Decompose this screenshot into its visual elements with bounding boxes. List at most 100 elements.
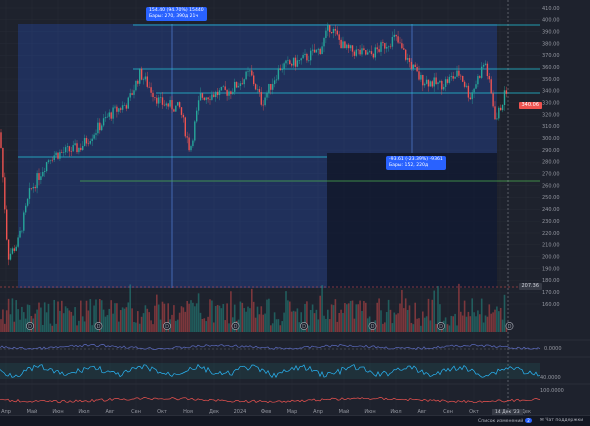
volume-bar	[328, 319, 331, 332]
volume-bar	[325, 318, 327, 332]
volume-bar	[471, 298, 473, 332]
volume-bar	[294, 311, 297, 332]
price-axis-label: 370.00	[542, 53, 560, 59]
changelog-link[interactable]: Список изменений 2	[478, 418, 532, 424]
volume-bar	[270, 325, 272, 332]
price-axis-label: 220.00	[542, 231, 560, 237]
volume-bar	[186, 300, 188, 332]
volume-bar	[473, 312, 475, 332]
candle-body	[501, 104, 504, 111]
volume-bar	[26, 304, 29, 332]
candle-body	[108, 112, 110, 117]
changelog-label: Список изменений	[478, 419, 524, 424]
volume-bar	[486, 316, 489, 332]
volume-bar	[144, 305, 147, 332]
candle-body	[196, 110, 198, 122]
candle-body	[418, 71, 420, 80]
volume-bar	[159, 319, 162, 332]
candle-body	[334, 28, 337, 31]
dividend-event-marker[interactable]: D	[26, 322, 34, 330]
volume-bar	[494, 309, 496, 332]
volume-bar	[249, 308, 251, 332]
candle-body	[376, 47, 378, 50]
support-chat-link[interactable]: ✉ Чат поддержки	[540, 418, 583, 423]
dividend-event-marker[interactable]: D	[505, 322, 514, 330]
measure-bottom-line2: Бары: 152, 220д	[389, 163, 429, 168]
candle-body	[93, 134, 95, 139]
volume-bar	[156, 294, 158, 332]
volume-bar	[209, 299, 211, 332]
volume-bar	[420, 325, 422, 332]
dividend-event-marker[interactable]: D	[94, 322, 103, 330]
candle-body	[481, 66, 483, 78]
candle-body	[116, 106, 118, 112]
candle-body	[490, 79, 492, 94]
candle-body	[260, 92, 262, 105]
volume-bar	[279, 325, 282, 332]
measure-bottom-line1: -93.61 (-23.39%) -9361	[389, 157, 443, 162]
candle-body	[253, 75, 255, 85]
candle-body	[137, 80, 139, 84]
volume-bar	[190, 300, 192, 332]
volume-bar	[93, 305, 95, 332]
event-marker-label: D	[508, 324, 512, 330]
volume-bar	[119, 310, 122, 332]
volume-bar	[389, 309, 392, 332]
candle-body	[177, 102, 179, 106]
volume-bar	[501, 319, 504, 332]
volume-bar	[330, 304, 333, 332]
volume-bar	[228, 323, 230, 332]
indicator-2-line	[0, 363, 541, 379]
measure-range-down[interactable]	[327, 153, 497, 288]
volume-bar	[199, 312, 202, 332]
time-axis[interactable]: Апр Май Июн Июл Авг Сен Окт Ноя Дек 2024 Фев Мар Апр…	[1, 408, 531, 415]
candlesticks[interactable]	[0, 22, 508, 266]
candle-body	[68, 146, 71, 152]
volume-bar	[408, 305, 411, 332]
candle-body	[332, 28, 335, 33]
candle-body	[99, 122, 101, 131]
dividend-event-marker[interactable]: D	[163, 322, 171, 330]
dividend-event-marker[interactable]: D	[300, 322, 308, 330]
volume-bar	[422, 311, 424, 332]
dividend-event-marker[interactable]: D	[368, 322, 377, 330]
price-axis-label: 350.00	[542, 77, 560, 83]
candle-body	[292, 57, 295, 66]
volume-bar	[194, 306, 196, 332]
price-axis[interactable]: 410.00 400.00 390.00 380.00 370.00 360.00 350.…	[542, 6, 560, 308]
candle-body	[139, 68, 141, 84]
volume-bar	[271, 323, 274, 332]
price-axis-label: 290.00	[542, 148, 560, 154]
candle-body	[291, 64, 293, 66]
volume-bar	[300, 312, 302, 332]
dividend-event-marker[interactable]: D	[437, 322, 445, 330]
price-axis-label: 270.00	[542, 172, 560, 178]
candle-body	[471, 92, 473, 100]
candle-body	[112, 107, 114, 119]
volume-bar	[256, 306, 259, 332]
candle-body	[420, 74, 422, 80]
volume-bar	[140, 316, 143, 332]
candle-body	[408, 58, 411, 62]
volume-bar	[197, 293, 200, 332]
candle-body	[463, 81, 466, 87]
candle-body	[462, 75, 464, 82]
volume-bar	[230, 291, 232, 332]
candle-body	[156, 97, 158, 104]
dividend-event-marker[interactable]: D	[231, 322, 240, 330]
volume-bar	[357, 304, 359, 332]
candle-body	[313, 49, 316, 53]
volume-bar	[87, 310, 90, 332]
candle-body	[220, 86, 223, 91]
candle-body	[167, 103, 169, 107]
candle-body	[317, 48, 319, 50]
candle-body	[158, 97, 160, 104]
volume-bar	[112, 313, 114, 332]
candle-body	[477, 76, 479, 85]
volume-bar	[365, 302, 367, 332]
candle-body	[216, 91, 219, 96]
candle-body	[456, 70, 458, 77]
volume-bar	[61, 300, 63, 332]
